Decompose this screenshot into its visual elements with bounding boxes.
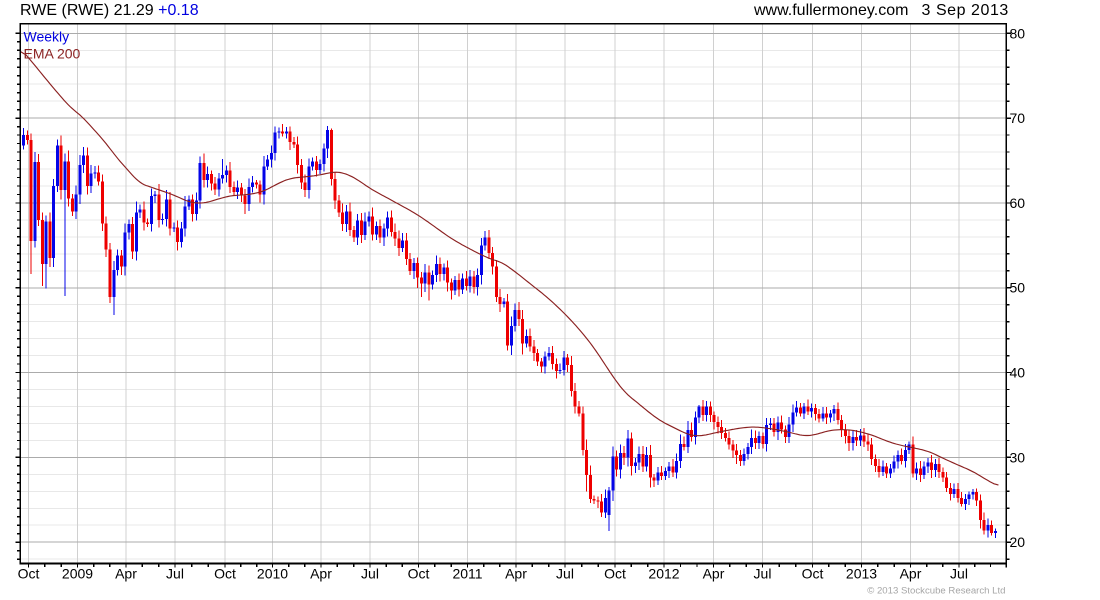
svg-text:Oct: Oct [604, 566, 626, 582]
svg-text:EMA 200: EMA 200 [24, 46, 81, 62]
svg-text:Jul: Jul [166, 566, 184, 582]
svg-text:50: 50 [1010, 280, 1026, 296]
svg-text:60: 60 [1010, 195, 1026, 211]
svg-text:Jul: Jul [950, 566, 968, 582]
svg-text:Oct: Oct [214, 566, 236, 582]
svg-text:3 Sep 2013: 3 Sep 2013 [922, 2, 1009, 19]
svg-text:2011: 2011 [452, 566, 482, 582]
svg-text:2013: 2013 [846, 566, 877, 582]
svg-text:Oct: Oct [18, 566, 40, 582]
svg-text:2010: 2010 [257, 566, 288, 582]
svg-text:RWE (RWE) 21.29 +0.18: RWE (RWE) 21.29 +0.18 [20, 2, 199, 19]
svg-text:© 2013 Stockcube Research Ltd: © 2013 Stockcube Research Ltd [867, 586, 1005, 597]
svg-text:Apr: Apr [115, 566, 137, 582]
svg-text:30: 30 [1010, 449, 1026, 465]
svg-text:Jul: Jul [556, 566, 574, 582]
svg-text:2009: 2009 [62, 566, 93, 582]
svg-text:Jul: Jul [754, 566, 772, 582]
svg-text:40: 40 [1010, 365, 1026, 381]
svg-text:Oct: Oct [802, 566, 824, 582]
svg-text:20: 20 [1010, 534, 1026, 550]
svg-text:80: 80 [1010, 25, 1026, 41]
svg-text:Weekly: Weekly [24, 29, 70, 45]
svg-text:Apr: Apr [703, 566, 725, 582]
svg-text:Apr: Apr [505, 566, 527, 582]
svg-text:www.fullermoney.com: www.fullermoney.com [753, 2, 908, 19]
svg-text:Apr: Apr [310, 566, 332, 582]
svg-text:Jul: Jul [361, 566, 379, 582]
svg-text:70: 70 [1010, 110, 1026, 126]
svg-text:Apr: Apr [900, 566, 922, 582]
svg-text:Oct: Oct [408, 566, 430, 582]
svg-text:2012: 2012 [648, 566, 679, 582]
